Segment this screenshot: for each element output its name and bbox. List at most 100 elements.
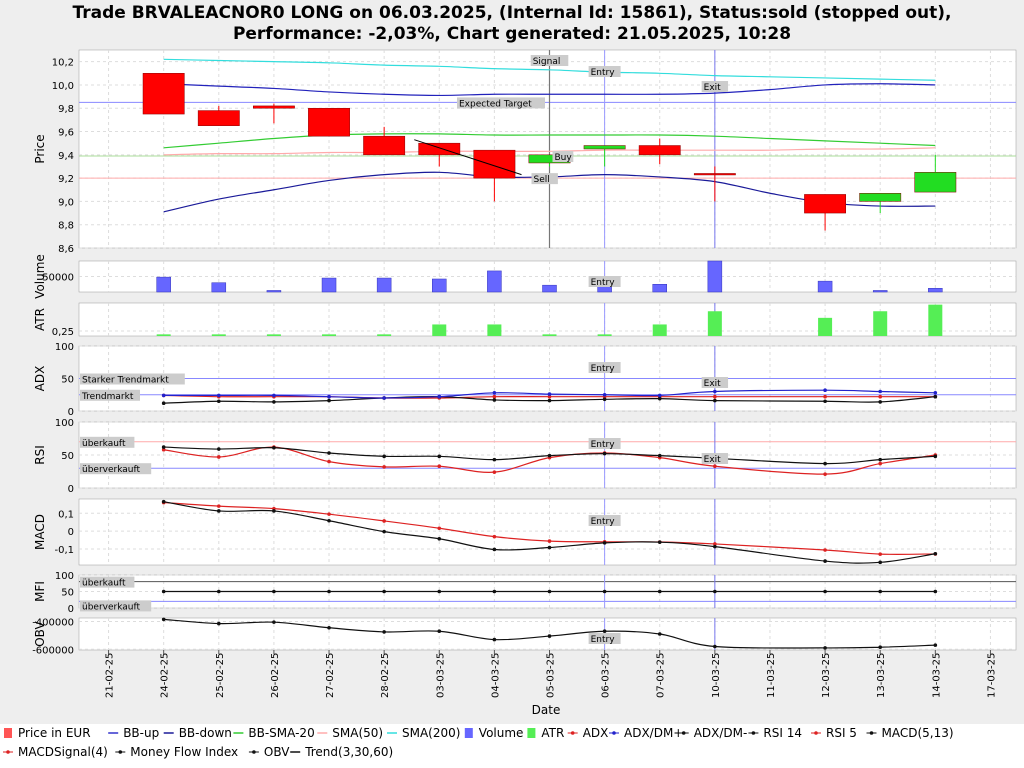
legend-label: ADX/DM+ [624, 726, 683, 740]
macd-line [163, 501, 936, 564]
price-ylabel: Price [33, 134, 47, 163]
adx-dm-plus-point [657, 396, 662, 401]
obv-point [933, 643, 938, 647]
x-axis-label: Date [532, 703, 561, 717]
macd-panel: MACD 0,1 0 -0,1 Entry [33, 498, 1017, 566]
rsi5-point [382, 465, 386, 469]
mfi-point [492, 589, 497, 594]
macd-point [878, 560, 883, 565]
sma50-line [163, 147, 936, 156]
atr-bar [542, 334, 557, 336]
rsi14-point [602, 451, 607, 456]
mfi-overbought-label: überkauft [82, 579, 126, 589]
legend-swatch-marker [814, 731, 818, 735]
legend-label: SMA(200) [402, 726, 460, 740]
legend-label: SMA(50) [332, 726, 383, 740]
macd-point [492, 547, 497, 552]
rsi14-point [327, 451, 331, 455]
rsi-overbought-label-bg [80, 436, 135, 448]
legend-swatch [527, 728, 536, 738]
volume-entry-label-bg [588, 276, 621, 287]
adx-dm-minus-point [823, 394, 827, 399]
expected-target-label-bg [457, 97, 545, 109]
panels: Price 10,2 10,0 9,8 9,6 9,4 9,2 9,0 8,8 8,6 Signal… [32, 49, 1017, 656]
adx-exit-label-bg [701, 377, 729, 388]
rsi-oversold-label-bg [80, 463, 152, 475]
y-tick-label: -400000 [32, 617, 74, 628]
macd-signal-point [713, 542, 717, 546]
x-tick-label: 21-02-25 [105, 653, 116, 698]
legend-label: OBV [264, 745, 290, 759]
macd-signal-point [878, 552, 883, 556]
macd-signal-point [437, 526, 442, 531]
adx-point [602, 392, 607, 397]
obv-point [878, 645, 883, 650]
trend-line [414, 139, 522, 176]
rsi14-line [163, 446, 936, 465]
rsi5-point [492, 470, 497, 474]
atr-plot-area [78, 302, 1017, 337]
rsi14-point [878, 457, 883, 462]
mfi-point [823, 589, 827, 594]
macd-point [657, 540, 662, 544]
atr-bar [432, 324, 447, 336]
adx-dm-plus-point [161, 401, 166, 406]
y-tick-label: 9,2 [58, 174, 74, 185]
candle-body [804, 194, 847, 214]
obv-entry-label: Entry [591, 635, 616, 645]
y-tick-label: 100 [55, 418, 74, 429]
candle-body [197, 110, 240, 126]
macd-signal-point [327, 512, 331, 516]
candle-body [418, 142, 461, 156]
candle-body [914, 172, 957, 193]
x-tick-label: 03-03-25 [435, 653, 446, 698]
volume-bar [872, 290, 888, 293]
volume-bar [542, 284, 557, 293]
adx-dm-plus-point [713, 398, 717, 403]
x-tick-label: 11-03-25 [766, 653, 777, 698]
y-tick-label: 9,6 [58, 128, 74, 139]
legend-swatch-marker [252, 750, 256, 754]
strong-trend-label-bg [80, 373, 185, 385]
macd-point [161, 499, 166, 504]
atr-bar [377, 334, 392, 336]
adx-dm-plus-point [878, 400, 883, 404]
obv-point [272, 620, 276, 624]
atr-bar [597, 334, 612, 336]
obv-entry-label-bg [588, 633, 621, 644]
mfi-point [878, 589, 883, 594]
legend-swatch-marker [869, 731, 874, 735]
macd-signal-line [163, 501, 936, 555]
rsi14-point [547, 453, 552, 458]
macd-signal-point [382, 519, 386, 523]
volume-bar [928, 288, 943, 293]
macd-point [272, 509, 276, 513]
macd-signal-point [492, 534, 497, 539]
obv-point [216, 621, 221, 626]
macd-point [216, 509, 221, 513]
mfi-point [437, 589, 442, 594]
y-tick-label: 9,0 [58, 197, 74, 208]
legend-label: MACDSignal(4) [18, 745, 108, 759]
rsi-exit-label-bg [701, 453, 729, 464]
y-tick-label: 100 [55, 571, 74, 582]
x-tick-label: 28-02-25 [380, 653, 391, 698]
y-tick-label: 0 [68, 407, 74, 418]
obv-point [437, 629, 442, 634]
candle-body [142, 73, 185, 115]
adx-dm-minus-line [163, 394, 936, 399]
adx-point [327, 394, 331, 399]
volume-bar [156, 276, 171, 293]
buy-label: Buy [555, 153, 573, 163]
sell-label-bg [531, 173, 558, 185]
mfi-point [713, 589, 717, 594]
legend-label: BB-up [123, 726, 159, 740]
y-tick-label: 10,0 [52, 81, 74, 92]
rsi5-point [161, 447, 166, 452]
candle-body [308, 107, 350, 137]
rsi-entry-label-bg [588, 438, 621, 449]
mfi-point [327, 589, 331, 594]
obv-point [602, 629, 607, 634]
trend-label: Trendmarkt [81, 392, 134, 402]
